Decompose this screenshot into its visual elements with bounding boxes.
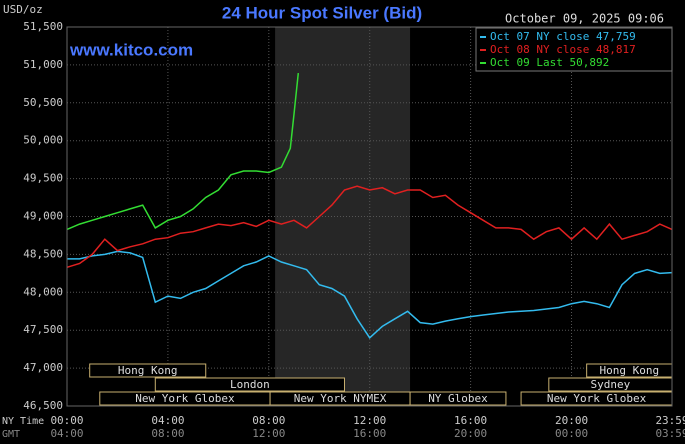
x2-tick-label: 12:00	[252, 427, 285, 440]
series-line	[67, 250, 673, 339]
x2-tick-label: 20:00	[454, 427, 487, 440]
x-tick-label: 16:00	[454, 414, 487, 427]
session-label: New York Globex	[135, 392, 235, 405]
y-tick-label: 48,500	[23, 247, 63, 260]
session-label: Sydney	[591, 378, 631, 391]
x-tick-label: 04:00	[151, 414, 184, 427]
x-tick-label: 12:00	[353, 414, 386, 427]
legend-box	[475, 27, 673, 72]
session-label: London	[230, 378, 270, 391]
y-tick-label: 49,000	[23, 210, 63, 223]
x-tick-label: 08:00	[252, 414, 285, 427]
y-tick-label: 47,500	[23, 323, 63, 336]
y-tick-label: 50,500	[23, 96, 63, 109]
x2-axis-label: GMT	[2, 429, 20, 440]
x-tick-label: 20:00	[555, 414, 588, 427]
y-tick-label: 46,500	[23, 399, 63, 412]
x-axis-label: NY Time	[2, 416, 44, 427]
session-box	[89, 363, 207, 378]
nymex-shade	[275, 27, 411, 406]
plot-frame	[66, 26, 673, 407]
session-label: Hong Kong	[118, 364, 178, 377]
y-tick-label: 51,000	[23, 58, 63, 71]
session-label: Hong Kong	[600, 364, 660, 377]
legend-label: Oct 08 NY close 48,817	[490, 43, 636, 56]
x2-tick-label: 16:00	[353, 427, 386, 440]
y-axis-label: USD/oz	[3, 3, 43, 16]
session-label: New York NYMEX	[294, 392, 387, 405]
x2-tick-label: 00:00	[555, 427, 588, 440]
session-box	[154, 377, 345, 392]
legend-label: Oct 09 Last 50,892	[490, 56, 609, 69]
timestamp: October 09, 2025 09:06	[505, 12, 664, 26]
y-tick-label: 49,500	[23, 172, 63, 185]
series-line	[66, 73, 300, 231]
session-label: NY Globex	[428, 392, 488, 405]
y-tick-label: 48,000	[23, 285, 63, 298]
series-line	[66, 185, 673, 269]
x-tick-label: 23:59	[655, 414, 685, 427]
session-box	[409, 391, 507, 406]
session-label: New York Globex	[547, 392, 647, 405]
x2-tick-label: 04:00	[50, 427, 83, 440]
chart-title: 24 Hour Spot Silver (Bid)	[222, 3, 422, 22]
y-tick-label: 50,000	[23, 134, 63, 147]
x2-tick-label: 03:59	[655, 427, 685, 440]
watermark: www.kitco.com	[69, 40, 193, 59]
x-tick-label: 00:00	[50, 414, 83, 427]
y-tick-label: 47,000	[23, 361, 63, 374]
legend-label: Oct 07 NY close 47,759	[490, 30, 636, 43]
x2-tick-label: 08:00	[151, 427, 184, 440]
y-tick-label: 51,500	[23, 20, 63, 33]
